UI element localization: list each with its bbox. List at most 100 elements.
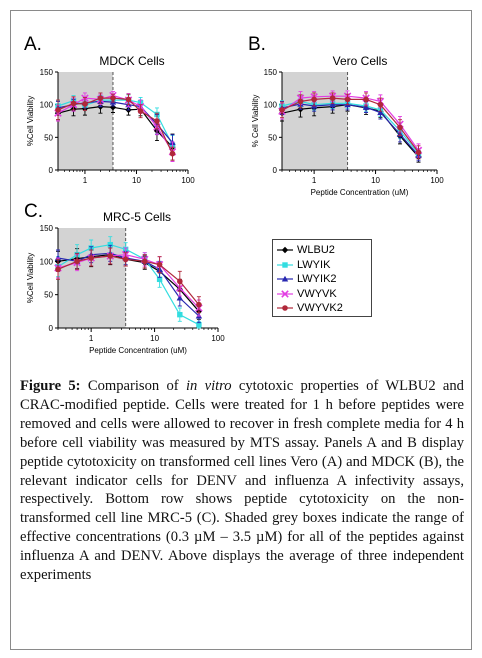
chart-panel-1: 0 50 100 150 1 10 100 A. MDCK Cells %Cell Viabili… bbox=[24, 34, 195, 185]
legend-entry: WLBU2 bbox=[277, 243, 371, 257]
legend-swatch bbox=[277, 261, 293, 268]
data-point bbox=[377, 101, 384, 108]
legend-entry: VWYVK bbox=[277, 287, 371, 301]
data-point bbox=[329, 101, 336, 108]
data-point bbox=[329, 95, 336, 101]
x-axis-label: Peptide Concentration (uM) bbox=[89, 346, 187, 355]
legend: WLBU2 LWYIK LWYIK2 VWYVK VWYVK2 bbox=[272, 239, 372, 317]
panel-letter: A. bbox=[24, 34, 42, 55]
data-point bbox=[176, 294, 184, 301]
panel-title: MDCK Cells bbox=[99, 54, 164, 68]
caption-text-2: cytotoxic properties of WLBU2 and CRAC-m… bbox=[20, 378, 464, 584]
data-point bbox=[363, 96, 369, 103]
data-point bbox=[196, 301, 202, 308]
data-point bbox=[156, 276, 163, 283]
data-point bbox=[110, 95, 116, 101]
panel-title: Vero Cells bbox=[333, 54, 388, 68]
y-tick-label: 0 bbox=[273, 166, 278, 175]
data-point bbox=[344, 96, 351, 103]
data-point bbox=[141, 258, 148, 265]
data-point bbox=[397, 124, 403, 131]
y-axis-label: % Cell Viability bbox=[251, 95, 260, 148]
x-tick-label: 1 bbox=[83, 176, 88, 185]
y-tick-label: 50 bbox=[268, 133, 277, 142]
series-vwyvk2 bbox=[55, 247, 202, 314]
legend-swatch bbox=[277, 246, 293, 254]
series-vwyvk2 bbox=[55, 92, 176, 161]
caption-text-1: Comparison of bbox=[80, 378, 186, 394]
data-point bbox=[55, 266, 61, 273]
data-point bbox=[154, 118, 160, 124]
data-point bbox=[137, 108, 144, 114]
data-point bbox=[377, 109, 384, 116]
data-point bbox=[70, 100, 77, 107]
data-point bbox=[107, 253, 114, 259]
data-point bbox=[279, 107, 285, 113]
x-tick-label: 1 bbox=[89, 334, 94, 343]
data-point bbox=[177, 311, 183, 318]
series-vwyvk2 bbox=[279, 92, 422, 160]
x-tick-label: 100 bbox=[430, 176, 444, 185]
chart-panel-2: 0 50 100 150 1 10 100 B. Vero Cells % Cell Viabil… bbox=[248, 34, 444, 197]
legend-entry: LWYIK2 bbox=[277, 272, 371, 286]
y-tick-label: 50 bbox=[44, 291, 53, 300]
data-point bbox=[196, 321, 202, 328]
y-tick-label: 100 bbox=[40, 101, 54, 110]
legend-swatch bbox=[277, 275, 293, 282]
shaded-range bbox=[282, 72, 348, 170]
panel-letter: B. bbox=[248, 34, 266, 55]
data-point bbox=[156, 261, 163, 268]
x-tick-label: 1 bbox=[312, 176, 317, 185]
x-axis-label: Peptide Concentration (uM) bbox=[311, 188, 409, 197]
data-point bbox=[88, 255, 94, 261]
legend-swatch bbox=[277, 289, 293, 298]
y-tick-label: 150 bbox=[40, 68, 54, 77]
data-point bbox=[415, 149, 422, 156]
caption-label: Figure 5: bbox=[20, 378, 81, 394]
panel-title: MRC-5 Cells bbox=[103, 210, 171, 224]
legend-marker bbox=[281, 246, 289, 254]
data-point bbox=[297, 98, 304, 105]
y-tick-label: 100 bbox=[40, 257, 54, 266]
chart-panel-3: 0 50 100 150 1 10 100 C. MRC-5 Cells %Cell Viabil… bbox=[24, 201, 225, 355]
x-tick-label: 10 bbox=[150, 334, 159, 343]
data-point bbox=[97, 95, 104, 101]
legend-marker bbox=[281, 275, 289, 282]
x-tick-label: 100 bbox=[181, 176, 195, 185]
figure-caption: Figure 5: Comparison of in vitro cytotox… bbox=[20, 377, 464, 585]
legend-label: VWYVK2 bbox=[297, 302, 343, 314]
y-axis-label: %Cell Viability bbox=[26, 96, 35, 147]
legend-label: LWYIK bbox=[297, 258, 331, 271]
data-point bbox=[311, 96, 317, 103]
y-tick-label: 150 bbox=[40, 224, 54, 233]
legend-marker bbox=[282, 305, 288, 311]
data-point bbox=[122, 256, 129, 263]
legend-swatch bbox=[277, 305, 293, 311]
data-point bbox=[82, 101, 88, 107]
legend-entry: VWYVK2 bbox=[277, 301, 371, 315]
figure-frame bbox=[10, 10, 472, 650]
legend-label: WLBU2 bbox=[297, 244, 335, 256]
y-tick-label: 150 bbox=[264, 68, 278, 77]
legend-label: LWYIK2 bbox=[297, 273, 337, 285]
y-tick-label: 0 bbox=[49, 324, 54, 333]
y-tick-label: 100 bbox=[264, 101, 278, 110]
data-point bbox=[55, 107, 61, 113]
x-tick-label: 100 bbox=[211, 334, 225, 343]
y-axis-label: %Cell Viability bbox=[26, 253, 35, 304]
y-tick-label: 50 bbox=[44, 133, 53, 142]
data-point bbox=[177, 278, 183, 285]
legend-label: VWYVK bbox=[297, 287, 337, 300]
legend-entry: LWYIK bbox=[277, 258, 371, 272]
y-tick-label: 0 bbox=[49, 166, 54, 175]
x-tick-label: 10 bbox=[132, 176, 141, 185]
legend-marker bbox=[281, 289, 289, 298]
x-tick-label: 10 bbox=[371, 176, 380, 185]
data-point bbox=[107, 241, 113, 248]
legend-marker bbox=[282, 261, 288, 268]
caption-italic: in vitro bbox=[185, 378, 232, 394]
panel-letter: C. bbox=[24, 201, 43, 222]
data-point bbox=[74, 258, 80, 265]
data-point bbox=[125, 96, 132, 103]
